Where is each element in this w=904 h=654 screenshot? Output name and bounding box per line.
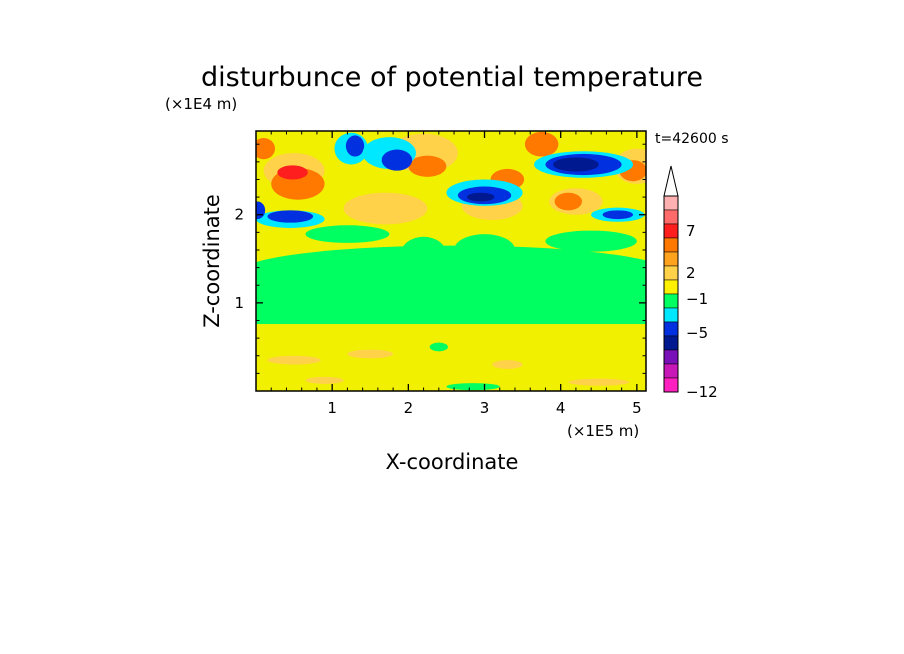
- colorbar-swatch: [663, 209, 679, 225]
- x-tick-label: 2: [404, 399, 414, 417]
- field-patch: [343, 192, 428, 225]
- field-patch: [256, 301, 646, 319]
- colorbar-swatch: [663, 363, 679, 379]
- field-patch: [553, 157, 599, 172]
- field-patch: [524, 131, 559, 157]
- field-patch: [267, 210, 314, 223]
- colorbar-swatch: [663, 349, 679, 365]
- colorbar-swatch: [663, 265, 679, 281]
- y-axis: 12: [234, 143, 646, 374]
- colorbar: 7 2 −1 −5 −12: [663, 165, 718, 401]
- field-patch: [347, 349, 394, 359]
- colorbar-swatch: [663, 377, 679, 393]
- field-patch: [381, 149, 413, 171]
- y-scale-label: (×1E4 m): [165, 95, 237, 113]
- colorbar-label: −1: [686, 290, 708, 308]
- colorbar-swatch: [663, 321, 679, 337]
- field-patch: [429, 342, 448, 352]
- colorbar-swatch: [663, 307, 679, 323]
- x-axis: 1 2 3 4 5: [270, 131, 642, 417]
- colorbar-arrow: [663, 165, 679, 197]
- colorbar-swatch: [663, 223, 679, 239]
- field-patch: [602, 210, 634, 220]
- field-patch: [256, 138, 276, 160]
- contour-fill: [256, 131, 646, 391]
- field-patch: [400, 236, 447, 273]
- plot-frame: [255, 130, 647, 392]
- x-tick-label: 1: [327, 399, 337, 417]
- colorbar-swatch: [663, 237, 679, 253]
- field-patch: [256, 201, 266, 220]
- x-axis-label: X-coordinate: [386, 450, 519, 474]
- colorbar-swatch: [663, 293, 679, 309]
- colorbar-label: −12: [686, 383, 718, 401]
- colorbar-label: −5: [686, 324, 708, 342]
- x-tick-label: 3: [480, 399, 490, 417]
- y-tick-label: 2: [234, 206, 244, 224]
- field-patch: [446, 383, 500, 391]
- field-patch: [267, 355, 321, 365]
- chart-title: disturbunce of potential temperature: [201, 62, 703, 93]
- field-patch: [554, 192, 583, 211]
- field-patch: [568, 378, 630, 386]
- field-patch: [345, 135, 365, 157]
- field-patch: [408, 155, 447, 177]
- field-patch: [454, 234, 515, 266]
- field-patch: [492, 360, 523, 369]
- colorbar-frame: [663, 195, 679, 393]
- field-patch: [545, 230, 637, 252]
- field-patch: [277, 165, 308, 180]
- x-tick-label: 4: [556, 399, 566, 417]
- field-patch: [256, 245, 646, 299]
- field-patch: [466, 192, 495, 202]
- colorbar-swatch: [663, 279, 679, 295]
- field-patch: [305, 225, 390, 243]
- x-tick-label: 5: [632, 399, 642, 417]
- colorbar-label: 2: [686, 264, 696, 282]
- y-tick-label: 1: [234, 294, 244, 312]
- colorbar-swatch: [663, 251, 679, 267]
- time-label: t=42600 s: [655, 131, 729, 147]
- plot-area: [256, 131, 646, 391]
- y-axis-label: Z-coordinate: [200, 194, 224, 328]
- colorbar-swatch: [663, 335, 679, 351]
- colorbar-swatch: [663, 195, 679, 211]
- field-patch: [305, 376, 344, 384]
- colorbar-label: 7: [686, 222, 696, 240]
- x-scale-label: (×1E5 m): [567, 422, 639, 440]
